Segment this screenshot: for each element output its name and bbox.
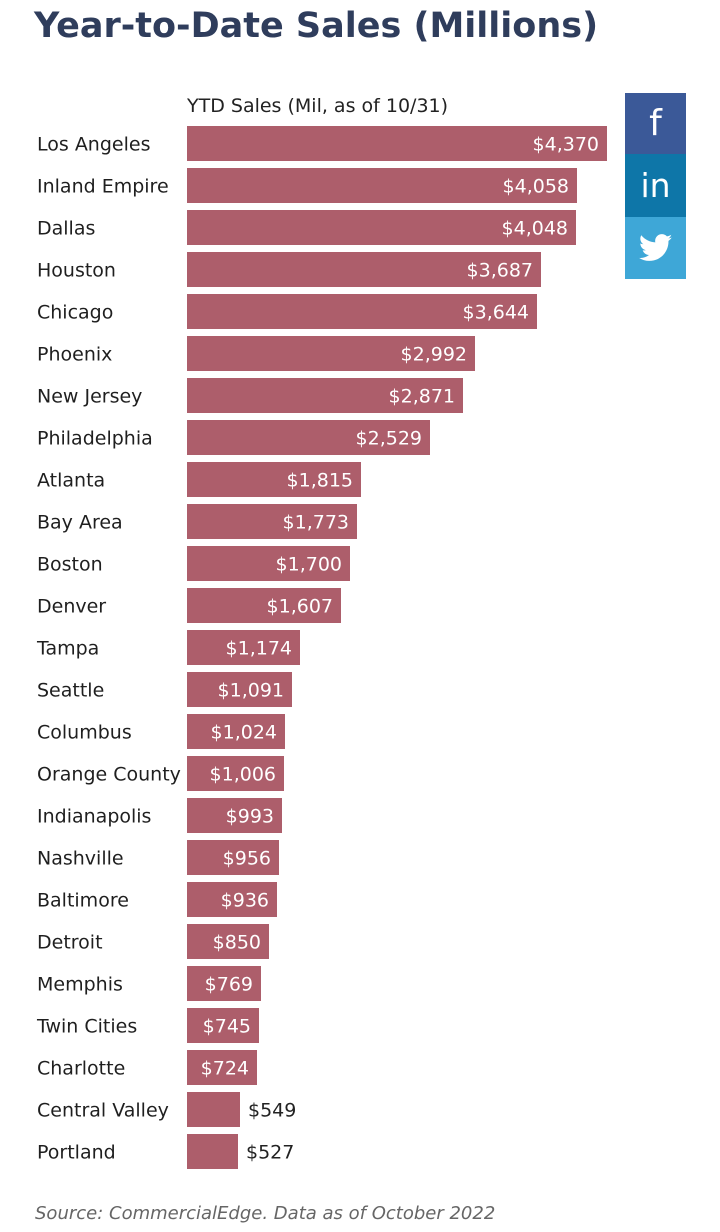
bar: [187, 378, 463, 413]
bar: [187, 210, 576, 245]
bar: [187, 630, 300, 665]
value-label: $4,048: [502, 218, 568, 240]
linkedin-share-button[interactable]: in: [625, 154, 686, 217]
value-label: $1,815: [287, 470, 353, 492]
bar: [187, 294, 537, 329]
value-label: $1,006: [210, 764, 276, 786]
linkedin-icon: in: [640, 166, 671, 205]
value-label: $2,992: [401, 344, 467, 366]
bar: [187, 966, 261, 1001]
category-label: Los Angeles: [37, 134, 150, 156]
source-note: Source: CommercialEdge. Data as of Octob…: [35, 1203, 496, 1224]
bar: [187, 336, 475, 371]
bar: [187, 672, 292, 707]
category-label: Houston: [37, 260, 116, 282]
category-label: New Jersey: [37, 386, 142, 408]
bar: [187, 1050, 257, 1085]
bar: [187, 588, 341, 623]
bar: [187, 924, 269, 959]
category-label: Orange County: [37, 764, 181, 786]
bar: [187, 126, 607, 161]
bars-group: Los Angeles $4,370 Inland Empire $4,058 Dall…: [36, 126, 607, 1169]
bar: [187, 420, 430, 455]
bar: [187, 1134, 238, 1169]
facebook-icon: f: [649, 102, 662, 144]
category-label: Atlanta: [37, 470, 105, 492]
value-label: $2,871: [389, 386, 455, 408]
value-label: $724: [201, 1058, 249, 1080]
category-label: Baltimore: [37, 890, 129, 912]
category-label: Phoenix: [37, 344, 112, 366]
bar: [187, 798, 282, 833]
value-label: $769: [205, 974, 253, 996]
value-label: $956: [223, 848, 271, 870]
value-label: $4,370: [533, 134, 599, 156]
bar: [187, 462, 361, 497]
series-label: YTD Sales (Mil, as of 10/31): [186, 95, 448, 117]
bar: [187, 714, 285, 749]
bar: [187, 546, 350, 581]
value-label: $1,091: [218, 680, 284, 702]
category-label: Detroit: [37, 932, 103, 954]
value-label: $3,644: [463, 302, 529, 324]
category-label: Twin Cities: [36, 1016, 137, 1038]
category-label: Bay Area: [37, 512, 123, 534]
twitter-share-button[interactable]: [625, 217, 686, 279]
value-label: $1,174: [226, 638, 292, 660]
value-label: $1,700: [276, 554, 342, 576]
bar: [187, 504, 357, 539]
value-label: $4,058: [503, 176, 569, 198]
bar: [187, 168, 577, 203]
category-label: Charlotte: [37, 1058, 125, 1080]
page-title: Year-to-Date Sales (Millions): [34, 6, 599, 46]
category-label: Chicago: [37, 302, 113, 324]
category-label: Seattle: [37, 680, 104, 702]
facebook-share-button[interactable]: f: [625, 93, 686, 154]
value-label: $1,773: [283, 512, 349, 534]
category-label: Denver: [37, 596, 106, 618]
value-label: $2,529: [356, 428, 422, 450]
value-label: $3,687: [467, 260, 533, 282]
value-label: $993: [226, 806, 274, 828]
value-label: $1,607: [267, 596, 333, 618]
value-label: $549: [248, 1100, 296, 1122]
bar: [187, 882, 277, 917]
category-label: Philadelphia: [37, 428, 153, 450]
value-label: $936: [221, 890, 269, 912]
category-label: Inland Empire: [37, 176, 169, 198]
category-label: Memphis: [37, 974, 123, 996]
twitter-icon: [638, 234, 672, 261]
bar: [187, 840, 279, 875]
category-label: Columbus: [37, 722, 132, 744]
bar: [187, 1008, 259, 1043]
value-label: $1,024: [211, 722, 277, 744]
category-label: Boston: [37, 554, 103, 576]
category-label: Tampa: [36, 638, 99, 660]
category-label: Dallas: [37, 218, 95, 240]
bar: [187, 1092, 240, 1127]
category-label: Nashville: [37, 848, 124, 870]
value-label: $527: [246, 1142, 294, 1164]
bar: [187, 756, 284, 791]
share-bar: f in: [625, 93, 686, 279]
bar: [187, 252, 541, 287]
category-label: Indianapolis: [37, 806, 151, 828]
value-label: $850: [213, 932, 261, 954]
category-label: Portland: [37, 1142, 116, 1164]
value-label: $745: [203, 1016, 251, 1038]
category-label: Central Valley: [37, 1100, 169, 1122]
